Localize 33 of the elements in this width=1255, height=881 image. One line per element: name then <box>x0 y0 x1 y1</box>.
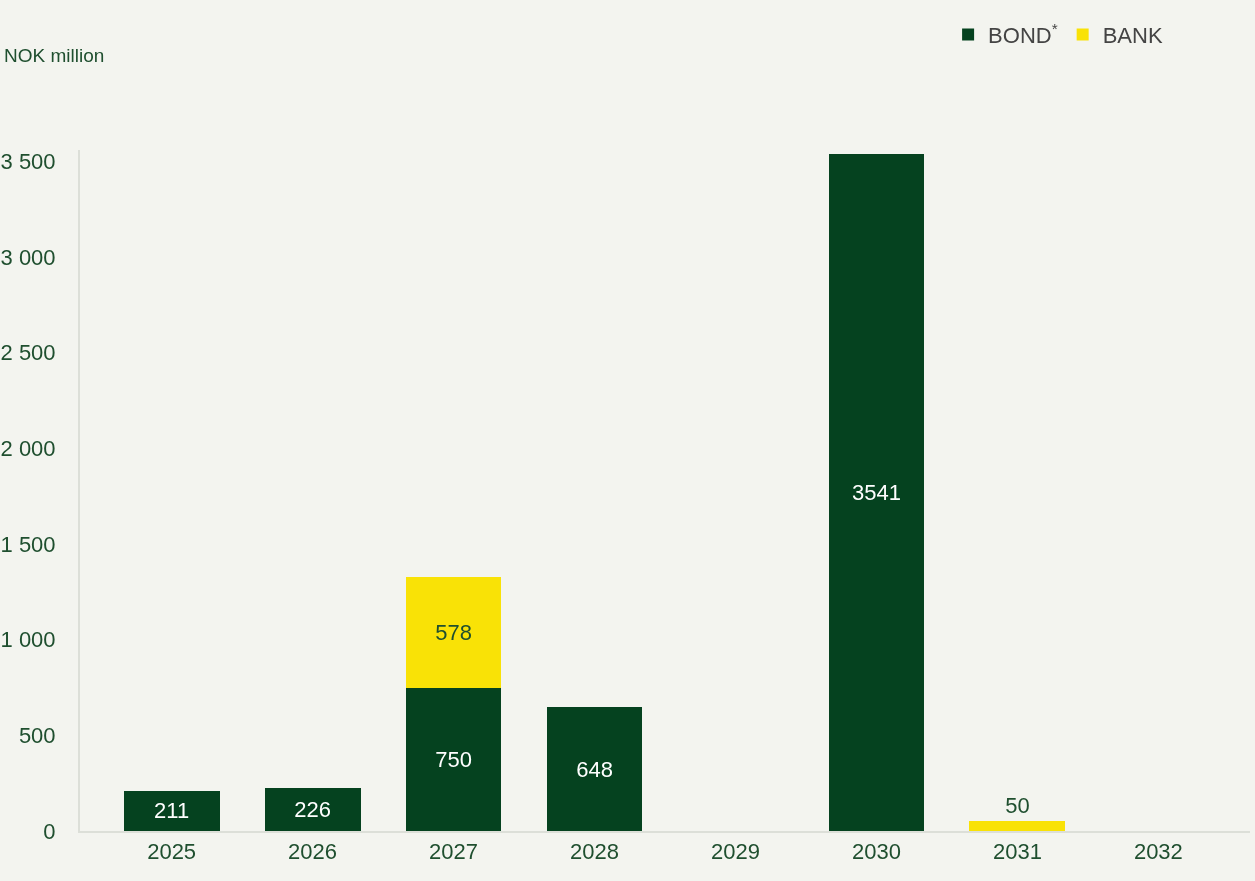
data-label: 578 <box>435 619 472 645</box>
bar <box>546 707 643 831</box>
legend-label: BOND$^{*}$ <box>988 19 1058 49</box>
bar <box>969 821 1066 831</box>
bar <box>405 576 502 688</box>
y-tick-label: 1 500 <box>0 531 56 557</box>
data-label: 50 <box>1005 793 1030 819</box>
data-label: 211 <box>154 798 190 824</box>
y-axis-title: NOK million <box>4 45 105 66</box>
bar <box>123 790 220 831</box>
y-tick-label: 0 <box>43 818 56 844</box>
y-tick-label: 2 000 <box>0 436 56 462</box>
x-tick-label: 2027 <box>429 839 479 865</box>
x-tick-label: 2028 <box>570 839 619 865</box>
x-tick-label: 2031 <box>992 839 1042 865</box>
y-tick-label: 1 000 <box>0 627 56 653</box>
data-label: 648 <box>576 756 613 782</box>
x-tick-label: 2030 <box>851 839 901 865</box>
data-label: 226 <box>294 796 331 822</box>
data-label: 750 <box>435 746 472 772</box>
x-tick-label: 2026 <box>288 839 338 865</box>
bar <box>264 787 361 831</box>
x-tick-label: 2025 <box>147 839 197 865</box>
x-tick-label: 2032 <box>1133 839 1183 865</box>
y-tick-label: 3 000 <box>0 244 56 270</box>
y-tick-label: 3 500 <box>0 149 56 175</box>
y-tick-label: 500 <box>18 723 56 749</box>
x-tick-label: 2029 <box>711 839 760 865</box>
data-label: 3541 <box>851 479 901 505</box>
bar <box>405 687 502 831</box>
y-tick-label: 2 500 <box>0 340 56 366</box>
legend-label: BANK <box>1102 23 1163 49</box>
bar <box>828 153 925 831</box>
